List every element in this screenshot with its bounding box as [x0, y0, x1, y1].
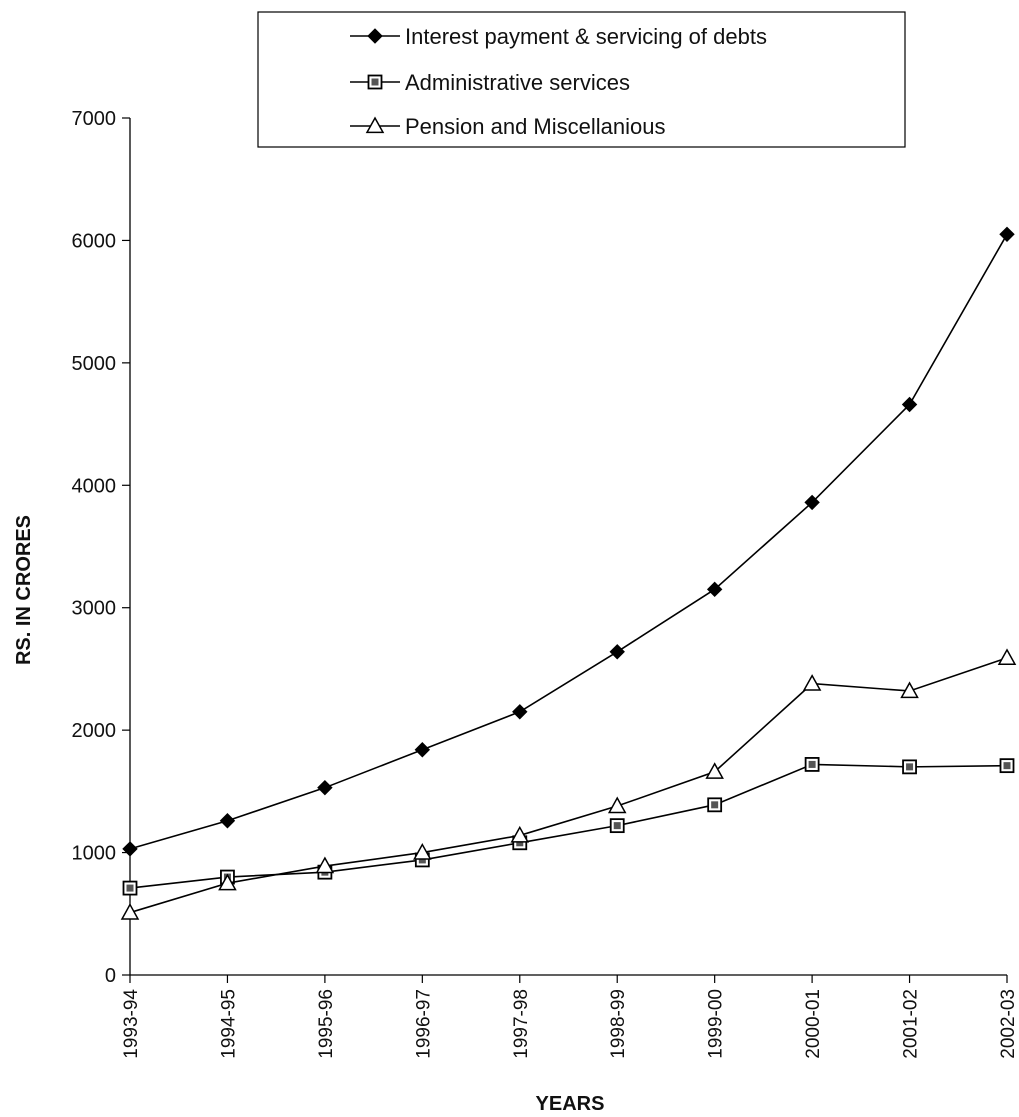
data-point — [999, 226, 1015, 243]
legend-items: Interest payment & servicing of debts Adm… — [350, 24, 767, 139]
data-point — [122, 841, 138, 857]
x-tick-label: 1995-96 — [316, 989, 337, 1059]
data-point — [705, 762, 724, 779]
x-tick-label: 2000-01 — [803, 989, 824, 1059]
x-tick-label: 1999-00 — [706, 989, 727, 1059]
series-line — [129, 233, 1008, 850]
x-tick-label: 1994-95 — [218, 989, 239, 1059]
data-point — [902, 759, 917, 775]
x-tick-label: 2002-03 — [998, 989, 1019, 1059]
y-tick-label: 1000 — [72, 843, 117, 865]
y-tick-label: 5000 — [72, 353, 117, 375]
y-tick-label: 7000 — [72, 108, 117, 130]
data-point — [804, 494, 820, 511]
y-axis-title: RS. IN CRORES — [13, 515, 35, 665]
x-axis-title: YEARS — [536, 1093, 605, 1115]
data-point — [120, 903, 140, 920]
legend: Interest payment & servicing of debts Adm… — [257, 11, 906, 148]
data-point — [317, 779, 333, 796]
legend-item: Interest payment & servicing of debts — [350, 24, 767, 49]
data-point — [315, 856, 335, 874]
data-point — [999, 758, 1015, 774]
data-point — [414, 742, 431, 758]
data-point — [901, 396, 918, 413]
legend-marker — [367, 28, 383, 44]
data-point — [997, 648, 1017, 666]
y-tick-label: 6000 — [72, 230, 117, 252]
x-tick-label: 1993-94 — [121, 989, 142, 1059]
legend-marker — [365, 116, 385, 134]
y-axis-ticks: 0 1000 2000 3000 4000 5000 6000 7000 — [72, 108, 130, 987]
legend-item: Administrative services — [350, 70, 630, 95]
data-point — [900, 681, 919, 699]
series-3 — [120, 648, 1017, 920]
series-layer — [120, 226, 1017, 920]
series-line — [129, 763, 1008, 889]
data-point — [512, 704, 528, 720]
series-line — [129, 657, 1008, 914]
data-point — [609, 644, 625, 660]
x-tick-label: 2001-02 — [901, 989, 922, 1059]
data-point — [609, 818, 625, 834]
series-2 — [122, 757, 1015, 896]
data-point — [607, 796, 627, 814]
x-axis-ticks: 1993-94 1994-95 1995-96 1996-97 1997-98 1998-… — [121, 975, 1019, 1059]
legend-label: Pension and Miscellanious — [405, 114, 666, 139]
data-point — [219, 813, 236, 829]
data-point — [707, 797, 723, 813]
x-tick-label: 1996-97 — [413, 989, 434, 1059]
series-1 — [122, 226, 1015, 857]
data-point — [706, 581, 723, 598]
y-tick-label: 2000 — [72, 720, 117, 742]
data-point — [218, 873, 237, 891]
x-tick-label: 1997-98 — [511, 989, 532, 1059]
x-tick-label: 1998-99 — [608, 989, 629, 1059]
legend-label: Interest payment & servicing of debts — [405, 24, 767, 49]
axes — [129, 118, 1007, 976]
data-point — [122, 880, 138, 896]
y-tick-label: 3000 — [72, 598, 117, 620]
data-point — [413, 843, 432, 860]
legend-box — [257, 11, 906, 148]
y-tick-label: 0 — [105, 965, 116, 987]
data-point — [510, 825, 530, 843]
legend-marker — [367, 74, 383, 90]
legend-item: Pension and Miscellanious — [350, 114, 666, 139]
y-tick-label: 4000 — [72, 475, 117, 497]
legend-label: Administrative services — [405, 70, 630, 95]
data-point — [804, 757, 820, 772]
data-point — [802, 674, 822, 691]
